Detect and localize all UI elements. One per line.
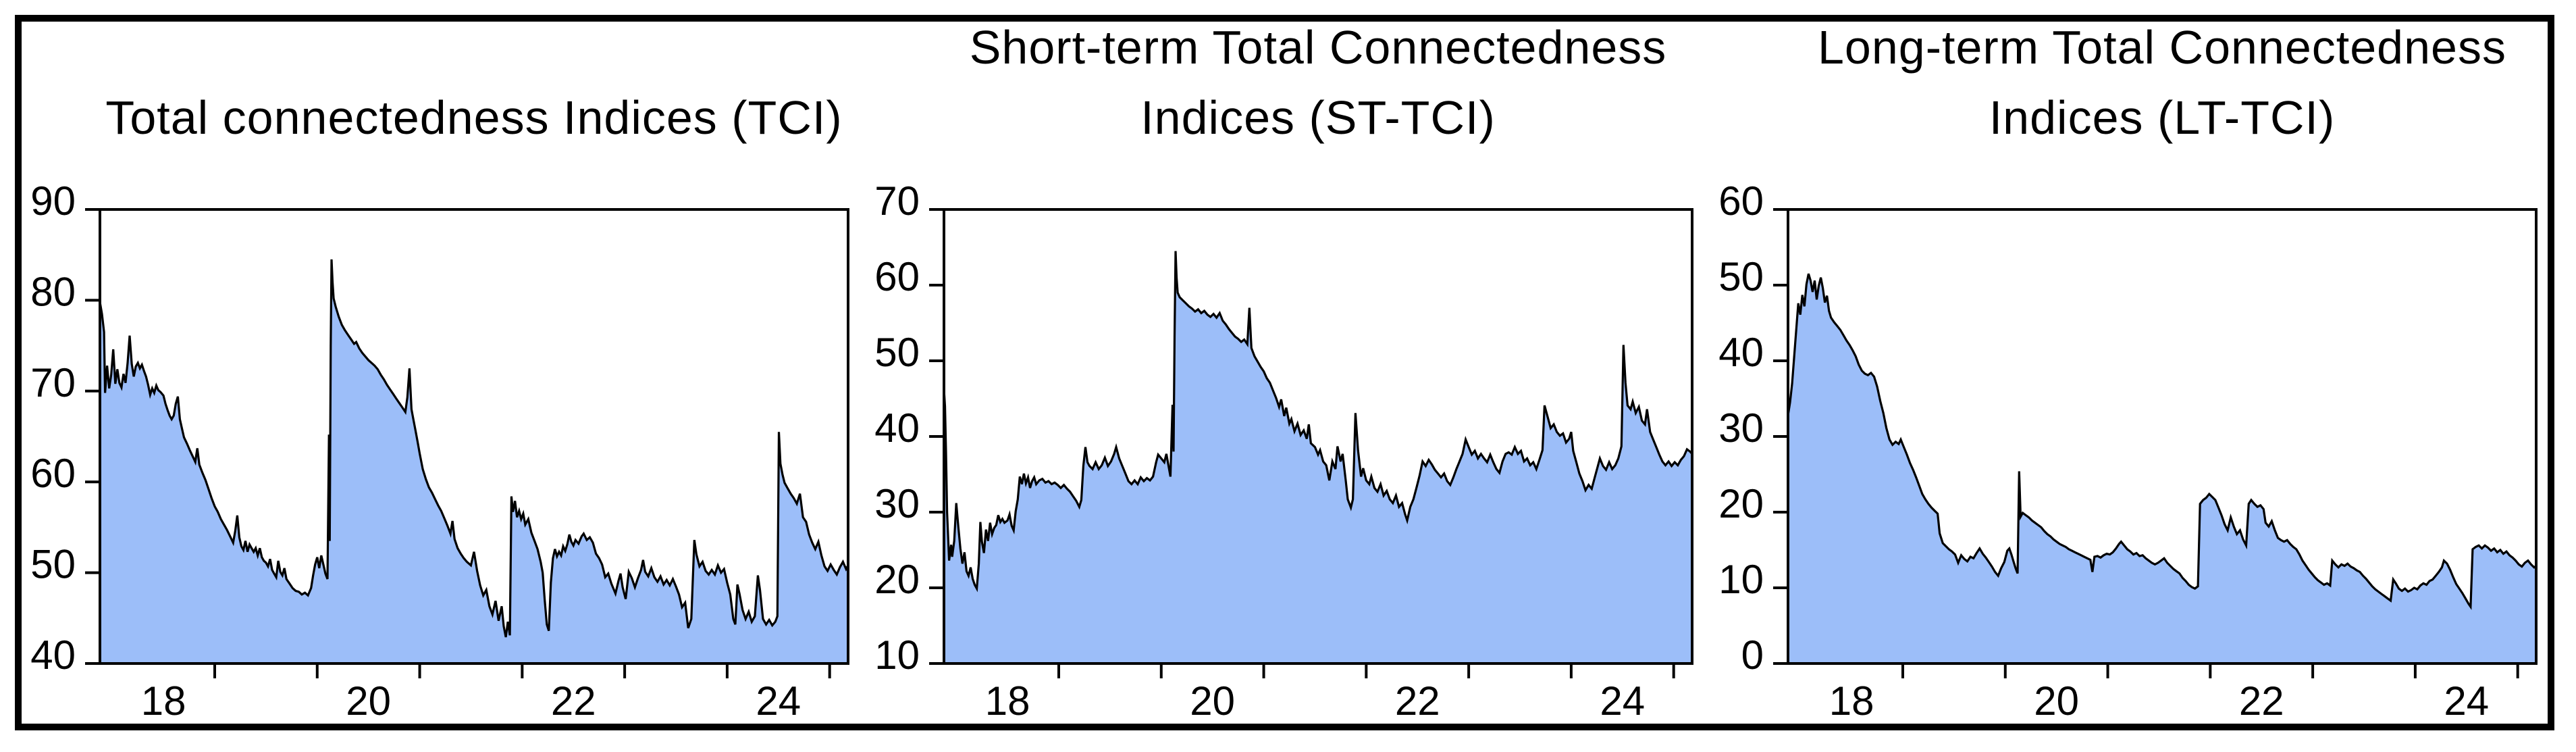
x-tick-label: 20: [1190, 678, 1235, 724]
x-tick-label: 24: [1600, 678, 1645, 724]
chart-title-line: Total connectedness Indices (TCI): [105, 91, 843, 144]
y-tick-label: 50: [1718, 254, 1764, 299]
y-tick-label: 10: [874, 632, 920, 678]
y-tick-label: 50: [874, 330, 920, 375]
y-tick-label: 70: [30, 360, 76, 405]
y-tick-label: 80: [30, 269, 76, 314]
chart-title: Short-term Total Connectedness Indices (S…: [944, 21, 1692, 153]
x-tick-label: 20: [2034, 678, 2079, 724]
x-tick-label: 18: [985, 678, 1030, 724]
y-tick-label: 30: [1718, 405, 1764, 451]
chart-title-line: Long-term Total Connectedness: [1818, 21, 2506, 74]
x-tick-label: 22: [2239, 678, 2284, 724]
y-tick-label: 10: [1718, 557, 1764, 602]
chart-plot-tci: 90 80 70 60 50 40 18 20 22 24: [30, 178, 849, 724]
y-tick-label: 70: [874, 178, 920, 224]
y-tick-label: 50: [30, 542, 76, 587]
y-tick-label: 40: [874, 405, 920, 451]
panel-lt-tci: Long-term Total Connectedness Indices (LT…: [1710, 21, 2554, 730]
area-fill: [100, 259, 848, 663]
plot-border: [99, 208, 849, 665]
chart-title: Long-term Total Connectedness Indices (LT…: [1788, 21, 2536, 153]
panel-st-tci: Short-term Total Connectedness Indices (S…: [866, 21, 1710, 730]
y-tick-label: 90: [30, 178, 76, 224]
y-tick-label: 0: [1741, 632, 1764, 678]
x-tick-label: 18: [1829, 678, 1874, 724]
y-tick-label: 40: [1718, 330, 1764, 375]
x-tick-label: 24: [756, 678, 801, 724]
x-tick-label: 22: [551, 678, 596, 724]
chart-title: Total connectedness Indices (TCI): [100, 27, 848, 153]
panel-tci: Total connectedness Indices (TCI) 90 80 70…: [22, 22, 866, 730]
y-tick-label: 40: [30, 632, 76, 678]
area-fill: [1788, 274, 2536, 663]
x-tick-label: 22: [1395, 678, 1440, 724]
y-tick-label: 30: [874, 481, 920, 526]
chart-title-line: Short-term Total Connectedness: [969, 21, 1667, 74]
y-tick-label: 60: [30, 451, 76, 496]
y-tick-label: 20: [874, 557, 920, 602]
chart-title-line: Indices (ST-TCI): [1140, 91, 1496, 144]
y-tick-label: 20: [1718, 481, 1764, 526]
chart-title-line: Indices (LT-TCI): [1989, 91, 2336, 144]
x-tick-label: 20: [346, 678, 391, 724]
x-tick-label: 18: [141, 678, 186, 724]
y-tick-label: 60: [874, 254, 920, 299]
data-line: [1787, 273, 2537, 610]
data-line: [99, 259, 849, 638]
chart-plot-lt-tci: 60 50 40 30 20 10 0 18 20 22 24: [1718, 178, 2538, 724]
y-tick-label: 60: [1718, 178, 1764, 224]
x-tick-label: 24: [2444, 678, 2489, 724]
data-line: [943, 251, 1693, 593]
chart-plot-st-tci: 70 60 50 40 30 20 10 18 20 22 24: [874, 178, 1693, 724]
